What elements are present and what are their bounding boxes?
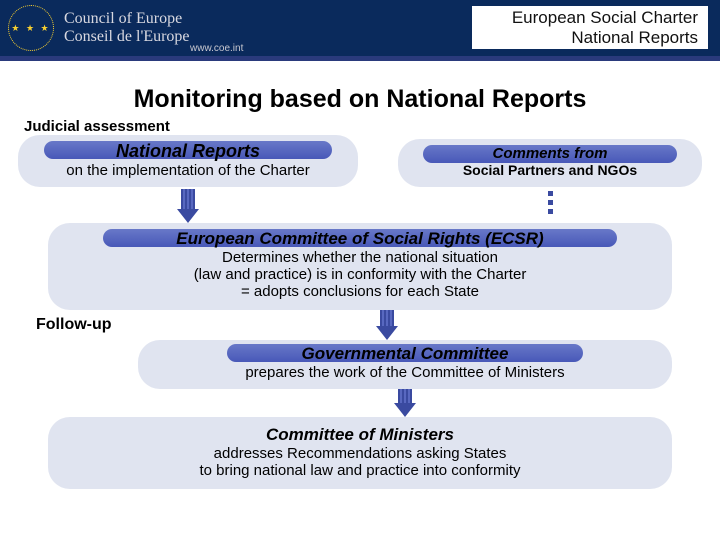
ministers-line2: to bring national law and practice into … [68, 462, 652, 479]
arrow-down-icon [394, 389, 416, 417]
box-governmental: Governmental Committee prepares the work… [138, 340, 672, 389]
box-national-reports: National Reports on the implementation o… [18, 135, 358, 187]
gov-line1: prepares the work of the Committee of Mi… [158, 364, 652, 381]
arrow-row-3 [18, 389, 702, 417]
header-right-line2: National Reports [512, 28, 698, 48]
box-ecsr: European Committee of Social Rights (ECS… [48, 223, 672, 310]
header-url: www.coe.int [190, 43, 243, 54]
row-inputs: National Reports on the implementation o… [18, 135, 702, 187]
arrow-down-icon [376, 310, 398, 340]
arrow-row-1 [18, 189, 702, 223]
followup-label: Follow-up [36, 316, 112, 334]
dotted-arrow-down-icon [548, 189, 553, 223]
ecsr-line1: Determines whether the national situatio… [68, 249, 652, 266]
header-right-line1: European Social Charter [512, 8, 698, 28]
org-line1: Council of Europe [64, 10, 190, 28]
content-area: Monitoring based on National Reports Jud… [0, 61, 720, 489]
comments-line2: Social Partners and NGOs [412, 162, 688, 178]
box-ministers: Committee of Ministers addresses Recomme… [48, 417, 672, 489]
nat-reports-subtitle: on the implementation of the Charter [32, 162, 344, 179]
header-banner: ★ ★ ★ Council of Europe Conseil de l'Eur… [0, 0, 720, 56]
arrow-row-2: Follow-up [18, 310, 702, 340]
header-right-title: European Social Charter National Reports [472, 6, 708, 49]
ministers-line1: addresses Recommendations asking States [68, 445, 652, 462]
page-title: Monitoring based on National Reports [18, 85, 702, 114]
org-line2: Conseil de l'Europe [64, 28, 190, 46]
box-comments: Comments from Social Partners and NGOs [398, 139, 702, 187]
ecsr-line3: = adopts conclusions for each State [68, 283, 652, 300]
org-name: Council of Europe Conseil de l'Europe [64, 10, 190, 45]
comments-line1: Comments from [412, 145, 688, 162]
nat-reports-title: National Reports [32, 141, 344, 162]
ecsr-line2: (law and practice) is in conformity with… [68, 266, 652, 283]
coe-logo-icon: ★ ★ ★ [8, 5, 54, 51]
gov-title: Governmental Committee [158, 344, 652, 364]
ministers-title: Committee of Ministers [68, 425, 652, 445]
section-judicial-label: Judicial assessment [24, 118, 702, 135]
arrow-down-icon [177, 189, 199, 223]
ecsr-title: European Committee of Social Rights (ECS… [68, 229, 652, 249]
